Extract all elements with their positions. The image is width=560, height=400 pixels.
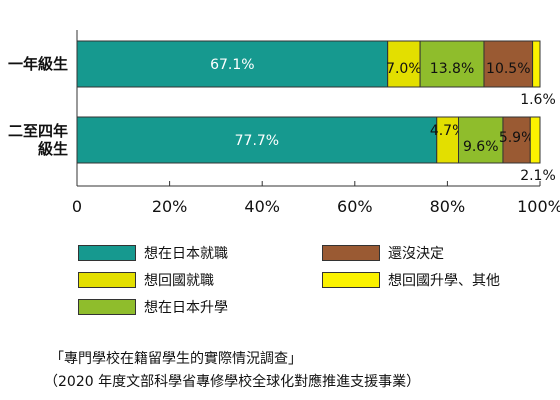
legend-swatch bbox=[78, 245, 136, 261]
stacked-bar-chart: 67.1% 7.0% 13.8% 10.5% 1.6% 一年級生 77.7% 4.7%9.6%… bbox=[8, 30, 560, 216]
legend-swatch bbox=[78, 272, 136, 288]
x-tick-label: 60% bbox=[337, 197, 373, 216]
source-caption-line1: 「專門學校在籍留學生的實際情況調查」 bbox=[50, 351, 302, 367]
legend-label: 還沒決定 bbox=[388, 246, 444, 262]
legend-item: 想回國就職 bbox=[78, 270, 214, 290]
legend-label: 想回國升學、其他 bbox=[388, 273, 500, 289]
bar-segment bbox=[387, 40, 421, 88]
bar-segment bbox=[419, 40, 485, 88]
x-tick-label: 80% bbox=[430, 197, 466, 216]
data-label: 7.0% bbox=[386, 61, 422, 77]
x-tick-label: 0 bbox=[72, 197, 82, 216]
x-tick-label: 40% bbox=[244, 197, 280, 216]
category-label: 二至四年 bbox=[8, 122, 68, 140]
data-label: 13.8% bbox=[430, 61, 474, 77]
legend-item: 想回國升學、其他 bbox=[322, 270, 500, 290]
data-label: 10.5% bbox=[486, 61, 530, 77]
x-tick-label: 20% bbox=[152, 197, 188, 216]
legend-label: 想在日本就職 bbox=[144, 246, 228, 262]
legend-swatch bbox=[322, 245, 380, 261]
data-label: 1.6% bbox=[520, 92, 556, 108]
legend-swatch bbox=[78, 299, 136, 315]
legend-item: 想在日本升學 bbox=[78, 297, 228, 317]
category-label: 一年級生 bbox=[8, 55, 68, 73]
legend-label: 想在日本升學 bbox=[144, 300, 228, 316]
legend-swatch bbox=[322, 272, 380, 288]
legend-label: 想回國就職 bbox=[144, 273, 214, 289]
data-label: 67.1% bbox=[210, 57, 254, 73]
source-caption-line2: （2020 年度文部科學省專修學校全球化對應推進支援事業） bbox=[44, 374, 421, 390]
legend-item: 想在日本就職 bbox=[78, 243, 228, 263]
data-label: 77.7% bbox=[235, 133, 279, 149]
x-tick-label: 100% bbox=[517, 197, 560, 216]
bar-segment bbox=[529, 116, 541, 164]
data-label: 9.6% bbox=[463, 139, 499, 155]
data-label: 5.9% bbox=[499, 130, 535, 146]
bar-segment bbox=[458, 116, 504, 164]
category-label: 級生 bbox=[38, 140, 68, 158]
bar-segment bbox=[76, 116, 438, 164]
bar-segment bbox=[76, 40, 389, 88]
bar-segment bbox=[532, 40, 541, 88]
legend-item: 還沒決定 bbox=[322, 243, 444, 263]
data-label: 4.7% bbox=[430, 123, 466, 139]
data-label: 2.1% bbox=[520, 168, 556, 184]
bar-segment bbox=[502, 116, 531, 164]
